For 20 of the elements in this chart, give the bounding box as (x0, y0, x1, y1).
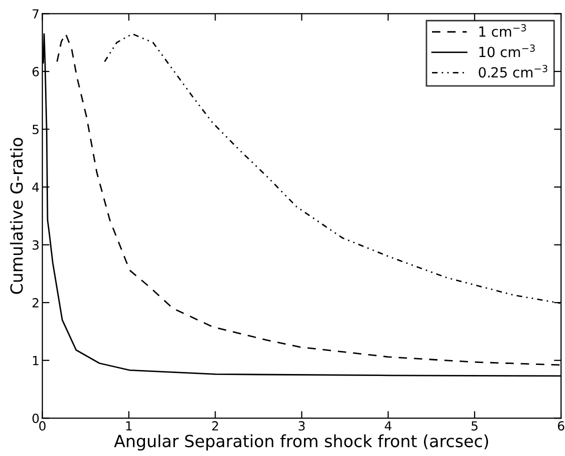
y-axis-title: Cumulative G-ratio (10, 138, 23, 294)
x-tick-label: 0 (39, 421, 46, 431)
y-tick-label: 4 (32, 182, 39, 192)
legend-label: 10 cm$^{−3}$ (479, 44, 535, 58)
y-tick-label: 5 (32, 124, 39, 134)
y-tick-label: 0 (32, 414, 39, 424)
y-tick-label: 3 (32, 240, 39, 250)
x-tick-label: 5 (472, 421, 478, 431)
x-tick-label: 6 (558, 421, 564, 431)
y-tick-label: 1 (33, 356, 38, 366)
x-tick-label: 1 (126, 421, 132, 430)
y-tick-label: 7 (32, 9, 39, 18)
x-tick-label: 4 (384, 421, 392, 430)
legend-label: 0.25 cm$^{−3}$ (478, 64, 548, 78)
y-tick-label: 2 (32, 298, 38, 308)
x-axis-title: Angular Separation from shock front (arcsec) (114, 434, 488, 451)
y-tick-label: 6 (32, 66, 39, 76)
legend-label: 1 cm$^{−3}$ (479, 24, 526, 37)
x-tick-label: 3 (298, 421, 305, 431)
x-tick-label: 2 (212, 421, 218, 430)
